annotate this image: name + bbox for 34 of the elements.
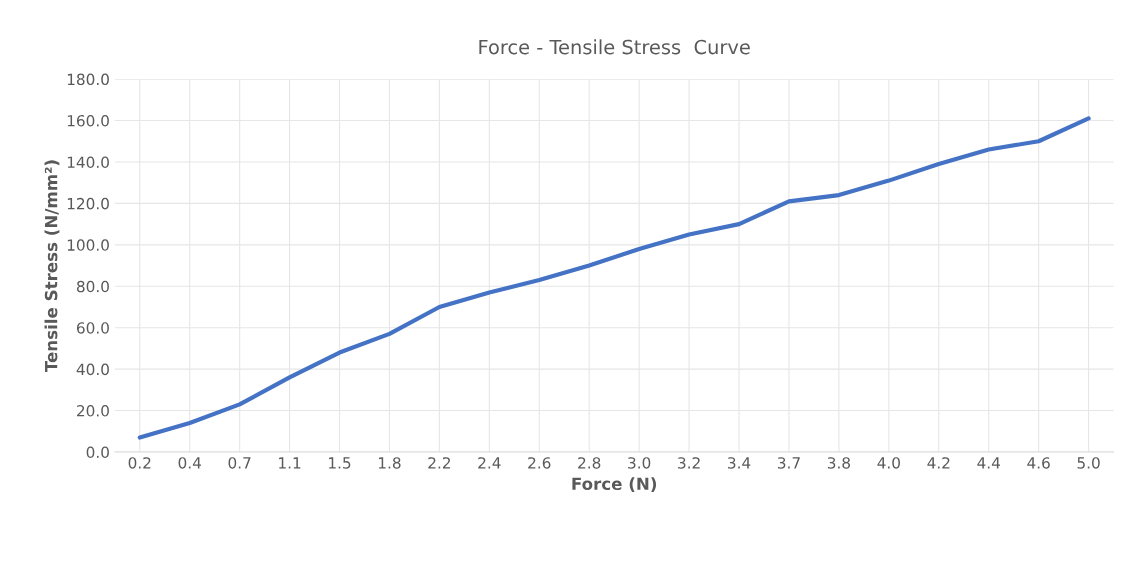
x-tick-label: 3.7: [777, 457, 800, 469]
y-tick-label: 120.0: [67, 197, 109, 210]
y-tick-label: 60.0: [76, 322, 109, 334]
y-tick-label: 100.0: [67, 239, 109, 251]
x-tick-label: 1.1: [279, 457, 301, 469]
y-tick-label: 20.0: [77, 405, 109, 417]
x-axis-title: Force (N): [572, 477, 657, 493]
x-tick-label: 2.6: [528, 457, 551, 469]
x-tick-label: 4.0: [877, 457, 900, 469]
x-tick-label: 3.0: [628, 457, 651, 469]
chart-title: Force - Tensile Stress Curve: [479, 39, 750, 55]
y-tick-label: 180.0: [67, 73, 109, 86]
y-tick-label: 140.0: [67, 156, 109, 168]
x-tick-label: 2.2: [428, 457, 451, 469]
y-tick-label: 0.0: [86, 446, 109, 459]
x-tick-label: 0.4: [178, 457, 201, 469]
x-tick-label: 1.5: [329, 457, 351, 469]
y-tick-label: 40.0: [76, 363, 109, 376]
y-axis-title: Tensile Stress (N/mm²): [44, 160, 60, 373]
x-tick-label: 4.2: [927, 457, 950, 469]
x-tick-label: 2.4: [478, 457, 501, 469]
x-tick-label: 4.6: [1027, 457, 1050, 469]
x-tick-label: 0.2: [128, 457, 151, 469]
y-tick-label: 160.0: [67, 115, 109, 127]
x-tick-label: 1.8: [378, 457, 401, 469]
x-tick-label: 3.2: [678, 457, 700, 469]
x-tick-label: 5.0: [1077, 457, 1100, 469]
x-tick-label: 2.8: [578, 457, 601, 469]
x-tick-label: 3.8: [827, 457, 850, 469]
x-tick-label: 0.7: [228, 457, 251, 469]
y-tick-label: 80.0: [76, 280, 109, 293]
line-series: [137, 116, 1091, 440]
x-tick-label: 3.4: [728, 457, 751, 469]
x-tick-label: 4.4: [977, 457, 1001, 469]
